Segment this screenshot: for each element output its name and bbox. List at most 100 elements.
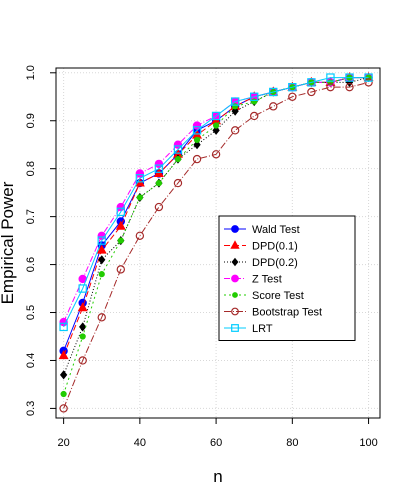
data-point: [135, 169, 145, 178]
data-point: [97, 313, 106, 322]
data-point: [269, 87, 278, 97]
data-point: [97, 236, 106, 245]
data-point: [231, 106, 239, 116]
data-point: [345, 73, 354, 82]
data-point: [269, 102, 278, 111]
data-point: [230, 97, 240, 106]
x-tick-label: 40: [134, 437, 146, 449]
data-point: [116, 207, 125, 217]
legend-item: Wald Test: [224, 224, 300, 236]
axes: 20 40 60 80 100 0.3 0.4 0.5 0.6 0.7 0.8 0.9 1.0: [25, 65, 378, 449]
data-point: [231, 274, 239, 283]
legend-item: Score Test: [224, 290, 304, 302]
data-point: [193, 140, 201, 150]
data-point: [250, 92, 259, 101]
legend-label: DPD(0.1): [252, 241, 298, 253]
data-point: [59, 322, 68, 332]
legend-item: Z Test: [224, 274, 282, 286]
data-point: [116, 265, 126, 274]
data-point: [364, 73, 373, 82]
data-point: [173, 178, 183, 188]
series-line: [63, 81, 369, 409]
data-point: [173, 145, 183, 154]
data-point: [155, 179, 163, 187]
data-point: [364, 78, 373, 87]
data-point: [136, 194, 143, 201]
data-point: [98, 255, 106, 265]
y-axis-title: Empirical Power: [0, 181, 17, 304]
y-tick-label: 0.6: [25, 257, 37, 272]
legend-label: Score Test: [252, 290, 304, 302]
x-tick-label: 60: [210, 437, 222, 449]
data-point: [192, 126, 202, 135]
x-tick-label: 80: [286, 437, 298, 449]
data-point: [192, 121, 202, 130]
y-tick-label: 0.4: [25, 353, 37, 368]
y-tick-label: 0.5: [25, 305, 37, 320]
legend-label: DPD(0.2): [252, 257, 298, 269]
data-point: [231, 324, 239, 332]
x-tick-label: 20: [57, 437, 69, 449]
legend-item: DPD(0.2): [224, 257, 298, 269]
data-point: [345, 82, 354, 92]
y-tick-label: 0.9: [25, 113, 37, 128]
data-point: [97, 231, 106, 241]
data-point: [115, 220, 126, 230]
data-point: [96, 244, 107, 254]
data-point: [307, 87, 316, 97]
data-point: [288, 92, 297, 101]
data-point: [79, 322, 87, 332]
data-point: [98, 271, 105, 278]
data-point: [60, 390, 67, 398]
data-point: [231, 257, 239, 267]
legend: Wald Test DPD(0.1) DPD(0.2) Z Test Score Tes…: [218, 215, 356, 341]
data-point: [230, 240, 240, 249]
data-point: [230, 126, 240, 135]
data-point: [250, 111, 259, 121]
data-point: [211, 111, 221, 121]
legend-label: Bootstrap Test: [252, 307, 322, 319]
plot-frame: [55, 67, 381, 419]
data-point: [288, 82, 297, 92]
legend-item: LRT: [224, 323, 273, 335]
data-point: [78, 284, 87, 293]
data-point: [212, 122, 220, 129]
data-point: [326, 73, 335, 82]
data-point: [154, 159, 164, 169]
y-tick-label: 1.0: [25, 65, 37, 80]
data-point: [59, 404, 68, 413]
data-point: [135, 174, 145, 183]
data-point: [135, 231, 145, 241]
series-lrt: [59, 73, 373, 332]
data-point: [117, 237, 124, 244]
data-point: [211, 150, 221, 159]
data-point: [231, 225, 239, 233]
data-point: [212, 125, 220, 135]
data-point: [231, 307, 239, 316]
series-group: [58, 72, 374, 413]
y-tick-label: 0.8: [25, 161, 37, 176]
data-point: [232, 292, 238, 298]
y-tick-label: 0.3: [25, 401, 37, 416]
data-point: [193, 136, 201, 144]
data-point: [77, 302, 88, 312]
data-point: [154, 202, 164, 212]
legend-item: Bootstrap Test: [224, 307, 322, 319]
data-point: [307, 78, 316, 87]
legend-item: DPD(0.1): [224, 240, 298, 253]
y-tick-label: 0.7: [25, 209, 37, 224]
series-line: [63, 77, 369, 328]
data-point: [58, 350, 69, 360]
x-axis-title: n: [213, 467, 222, 486]
x-tick-label: 100: [359, 437, 377, 449]
data-point: [326, 82, 335, 92]
data-point: [174, 155, 182, 163]
data-point: [79, 333, 86, 340]
data-point: [78, 356, 87, 365]
data-point: [173, 140, 183, 149]
legend-label: LRT: [252, 323, 273, 335]
legend-box: [218, 215, 356, 341]
legend-label: Wald Test: [252, 224, 300, 236]
legend-label: Z Test: [252, 274, 282, 286]
